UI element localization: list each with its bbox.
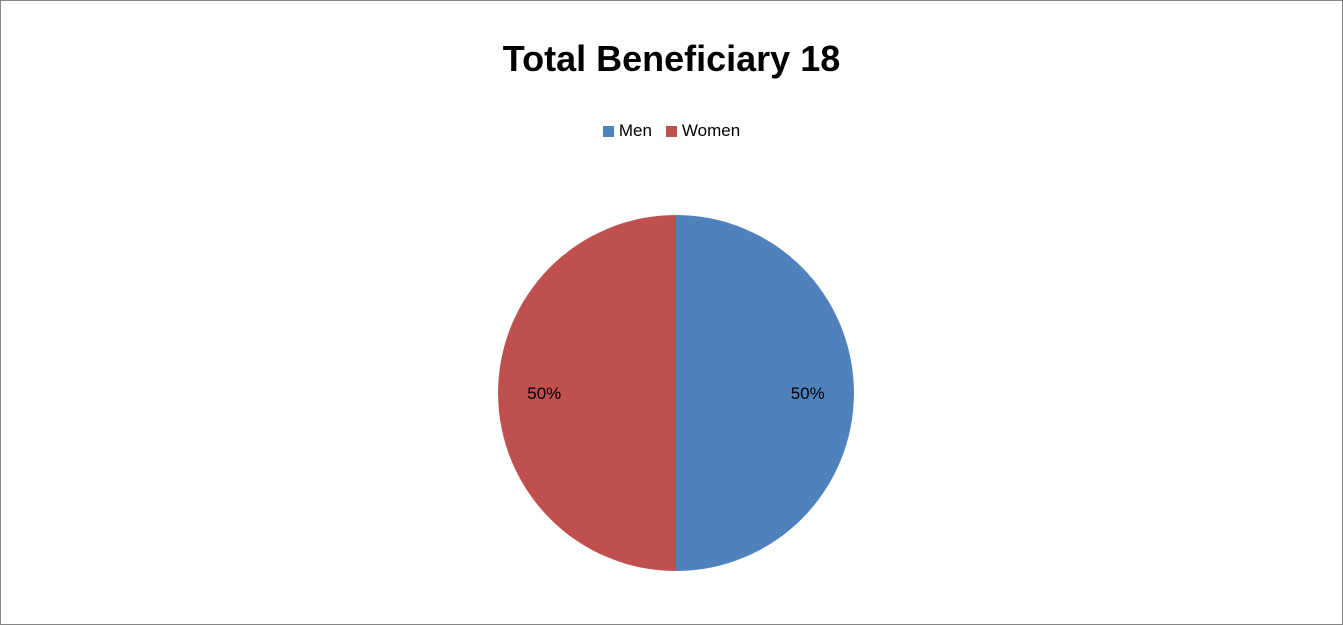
legend-label-women: Women [681, 121, 741, 140]
legend: Men Women [1, 120, 1342, 142]
pie-slice-women [498, 215, 676, 571]
legend-label-men: Men [618, 121, 652, 140]
legend-swatch-women [665, 125, 677, 137]
pie-slice-men [676, 215, 854, 571]
data-label-women: 50% [527, 384, 561, 403]
data-label-men: 50% [791, 384, 825, 403]
legend-swatch-men [602, 125, 614, 137]
legend-item-men: Men [602, 120, 652, 142]
chart-title: Total Beneficiary 18 [502, 38, 841, 79]
legend-item-women: Women [665, 120, 741, 142]
